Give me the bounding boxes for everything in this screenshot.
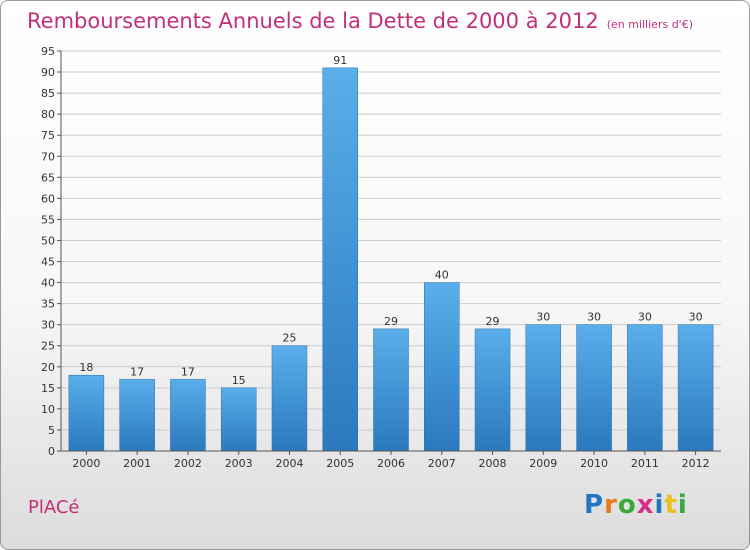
bar (576, 324, 612, 452)
bar (68, 374, 105, 452)
x-tick-label: 2007 (428, 457, 456, 470)
bar (170, 379, 206, 452)
y-tick-label: 25 (41, 340, 55, 353)
bar-value-label: 17 (130, 365, 144, 378)
x-tick-label: 2008 (479, 457, 507, 470)
y-tick-label: 85 (41, 87, 55, 100)
bar (677, 324, 714, 452)
bar-value-label: 30 (689, 311, 703, 324)
x-tick-label: 2004 (275, 457, 303, 470)
chart-title: Remboursements Annuels de la Dette de 20… (27, 9, 693, 33)
bar-value-label: 17 (181, 365, 195, 378)
y-tick-label: 75 (41, 129, 55, 142)
x-tick-label: 2012 (682, 457, 710, 470)
x-tick-label: 2006 (377, 457, 405, 470)
logo-letter: P (584, 490, 605, 520)
y-tick-label: 40 (41, 277, 55, 290)
x-tick-label: 2000 (72, 457, 100, 470)
y-tick-label: 45 (41, 256, 55, 269)
y-tick-label: 60 (41, 192, 55, 205)
bar-value-label: 40 (435, 269, 449, 282)
bar (424, 282, 460, 452)
bar-value-label: 30 (638, 311, 652, 324)
bar (220, 387, 257, 452)
y-tick-label: 10 (41, 403, 55, 416)
bar (119, 379, 155, 452)
y-tick-label: 70 (41, 150, 55, 163)
y-tick-label: 95 (41, 45, 55, 58)
bar-value-label: 18 (79, 361, 93, 374)
x-tick-label: 2011 (631, 457, 659, 470)
y-tick-label: 20 (41, 361, 55, 374)
bar-value-label: 25 (282, 332, 296, 345)
y-tick-label: 35 (41, 298, 55, 311)
x-tick-label: 2010 (580, 457, 608, 470)
bar (373, 328, 409, 452)
bar-value-label: 15 (232, 374, 246, 387)
y-tick-label: 50 (41, 234, 55, 247)
x-tick-label: 2002 (174, 457, 202, 470)
proxiti-logo: Proxiti (584, 490, 688, 520)
bar (525, 324, 562, 452)
logo-letter: o (617, 490, 637, 520)
logo-letter: x (636, 490, 655, 520)
bar (627, 324, 663, 452)
bar (271, 345, 308, 452)
y-tick-label: 80 (41, 108, 55, 121)
bar-value-label: 91 (333, 54, 347, 67)
x-tick-label: 2005 (326, 457, 354, 470)
bar-value-label: 30 (587, 311, 601, 324)
y-tick-label: 90 (41, 66, 55, 79)
x-tick-label: 2003 (225, 457, 253, 470)
logo-letter: t (664, 490, 678, 520)
x-tick-label: 2009 (529, 457, 557, 470)
y-tick-label: 30 (41, 319, 55, 332)
y-tick-label: 65 (41, 171, 55, 184)
y-tick-label: 5 (48, 424, 55, 437)
bar (322, 67, 358, 452)
title-unit: (en milliers d'€) (606, 18, 693, 31)
bar-value-label: 29 (384, 315, 398, 328)
logo-letter: i (654, 490, 665, 520)
title-text: Remboursements Annuels de la Dette de 20… (27, 9, 599, 33)
y-tick-label: 0 (48, 445, 55, 458)
y-tick-label: 55 (41, 213, 55, 226)
commune-name: PlACé (28, 497, 80, 518)
y-tick-label: 15 (41, 382, 55, 395)
bar-value-label: 30 (536, 311, 550, 324)
logo-letter: r (604, 490, 618, 520)
bar-value-label: 29 (486, 315, 500, 328)
logo-letter: i (677, 490, 688, 520)
x-tick-label: 2001 (123, 457, 151, 470)
bar (474, 328, 511, 452)
